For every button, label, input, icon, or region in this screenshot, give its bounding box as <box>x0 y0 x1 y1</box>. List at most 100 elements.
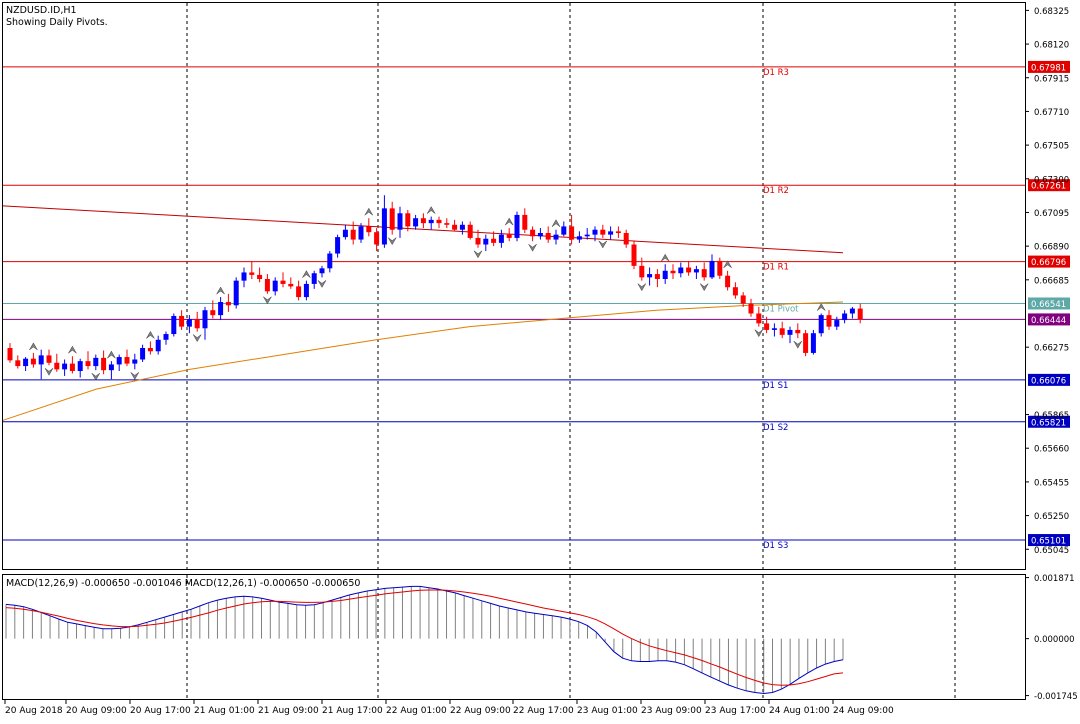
candle[interactable] <box>444 223 450 225</box>
candle[interactable] <box>615 231 621 233</box>
candle[interactable] <box>662 270 668 279</box>
candle[interactable] <box>179 315 185 327</box>
candle[interactable] <box>381 208 387 245</box>
candle[interactable] <box>77 361 83 371</box>
candle[interactable] <box>600 229 606 235</box>
candle[interactable] <box>545 233 551 240</box>
candle[interactable] <box>686 267 692 273</box>
candle[interactable] <box>54 362 60 370</box>
candle[interactable] <box>147 348 153 352</box>
candle[interactable] <box>795 329 801 334</box>
candle[interactable] <box>709 260 715 278</box>
candle[interactable] <box>530 229 536 237</box>
candle[interactable] <box>467 224 473 238</box>
candle[interactable] <box>693 269 699 273</box>
candle[interactable] <box>62 363 68 370</box>
candle[interactable] <box>561 226 567 235</box>
candle[interactable] <box>327 253 333 269</box>
candle[interactable] <box>842 313 848 321</box>
candle[interactable] <box>506 234 512 238</box>
candle[interactable] <box>303 283 309 298</box>
candle[interactable] <box>514 214 520 238</box>
candle[interactable] <box>311 273 317 284</box>
candle[interactable] <box>717 260 723 276</box>
candle[interactable] <box>834 320 840 327</box>
candle[interactable] <box>569 226 575 240</box>
candle[interactable] <box>218 302 224 316</box>
candle[interactable] <box>319 268 325 274</box>
candle[interactable] <box>857 308 863 320</box>
candle[interactable] <box>124 357 130 364</box>
candle[interactable] <box>779 328 785 335</box>
candle[interactable] <box>849 308 855 314</box>
candle[interactable] <box>764 323 770 330</box>
candle[interactable] <box>163 334 169 340</box>
candle[interactable] <box>389 208 395 230</box>
candle[interactable] <box>7 348 13 361</box>
candle[interactable] <box>202 310 208 329</box>
candle[interactable] <box>420 218 426 224</box>
candle[interactable] <box>623 233 629 245</box>
candle[interactable] <box>678 267 684 274</box>
candle[interactable] <box>335 237 341 254</box>
candle[interactable] <box>69 363 75 371</box>
candle[interactable] <box>810 333 816 353</box>
candle[interactable] <box>725 275 731 288</box>
candle[interactable] <box>249 272 255 275</box>
candle[interactable] <box>553 234 559 240</box>
candle[interactable] <box>452 224 458 230</box>
candle[interactable] <box>116 357 122 365</box>
candle[interactable] <box>140 348 146 360</box>
candle[interactable] <box>670 270 676 274</box>
candle[interactable] <box>584 234 590 237</box>
candle[interactable] <box>171 315 177 335</box>
candle[interactable] <box>23 358 29 367</box>
candle[interactable] <box>608 231 614 235</box>
candle[interactable] <box>93 357 99 367</box>
candle[interactable] <box>296 286 302 298</box>
candle[interactable] <box>46 355 52 363</box>
candle[interactable] <box>436 219 442 224</box>
candle[interactable] <box>483 238 489 245</box>
candle[interactable] <box>225 302 231 306</box>
candle[interactable] <box>210 310 216 316</box>
candle[interactable] <box>233 280 239 306</box>
candle[interactable] <box>264 279 270 292</box>
candle[interactable] <box>101 357 107 371</box>
candle[interactable] <box>15 360 21 367</box>
candle[interactable] <box>155 339 161 352</box>
candle[interactable] <box>38 355 44 365</box>
candle[interactable] <box>639 265 645 278</box>
candle[interactable] <box>186 319 192 327</box>
candle[interactable] <box>732 287 738 296</box>
candle[interactable] <box>771 328 777 330</box>
candle[interactable] <box>522 214 528 230</box>
candle[interactable] <box>647 274 653 278</box>
candle[interactable] <box>405 213 411 227</box>
candle[interactable] <box>748 303 754 314</box>
candle[interactable] <box>366 226 372 233</box>
candle[interactable] <box>30 358 36 365</box>
candle[interactable] <box>428 219 434 224</box>
candle[interactable] <box>280 280 286 284</box>
candle[interactable] <box>803 333 809 353</box>
candle[interactable] <box>342 229 348 238</box>
candle[interactable] <box>701 269 707 278</box>
candle[interactable] <box>257 274 263 279</box>
candle[interactable] <box>413 218 419 227</box>
candle[interactable] <box>756 313 762 324</box>
candle[interactable] <box>475 237 481 245</box>
candle[interactable] <box>350 229 356 240</box>
candle[interactable] <box>397 213 403 230</box>
candle[interactable] <box>85 361 91 367</box>
candle[interactable] <box>654 274 660 279</box>
candle[interactable] <box>241 272 247 281</box>
candle[interactable] <box>592 229 598 235</box>
candle[interactable] <box>576 236 582 240</box>
candle[interactable] <box>818 315 824 334</box>
candle[interactable] <box>108 364 114 371</box>
candle[interactable] <box>826 315 832 327</box>
candle[interactable] <box>537 233 543 237</box>
candle[interactable] <box>358 226 364 240</box>
